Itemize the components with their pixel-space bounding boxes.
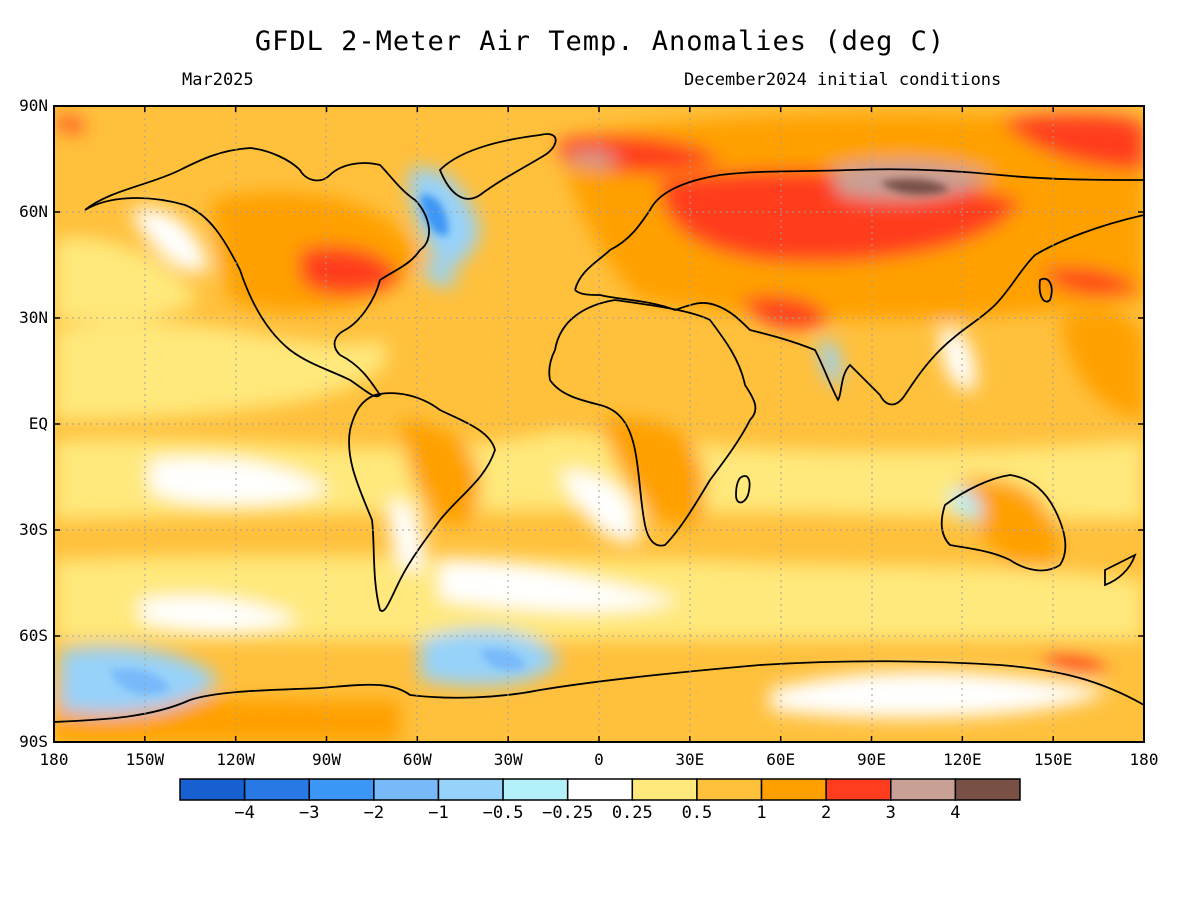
lon-label-11: 150E [1033,750,1073,769]
lat-label-90s: 90S [19,732,48,751]
colorbar-label-0: −4 [234,803,255,823]
coastlines [54,133,1144,723]
initial-conditions-label: December2024 initial conditions [684,70,1002,90]
lon-label-7: 30E [675,750,705,769]
colorbar-swatch-5 [502,778,569,801]
anomaly-field [54,106,1144,742]
colorbar-swatch-12 [954,778,1021,801]
lon-label-5: 30W [493,750,523,769]
lon-label-2: 120W [216,750,255,769]
colorbar-swatch-11 [890,778,957,801]
lon-label-10: 120E [943,750,982,769]
colorbar-label-2: −2 [363,803,385,823]
colorbar-swatch-10 [825,778,892,801]
colorbar-label-5: −0.25 [542,803,594,823]
colorbar-label-1: −3 [298,803,320,823]
colorbar-swatch-6 [566,778,634,801]
colorbar [179,778,1021,801]
lat-label-30n: 30N [19,308,48,327]
lat-label-60s: 60S [19,626,48,645]
lat-label-90n: 90N [19,96,48,115]
lon-label-0: 180 [39,750,69,769]
lon-label-3: 90W [312,750,341,769]
colorbar-swatch-9 [760,778,827,801]
colorbar-swatch-4 [437,778,504,801]
lon-label-12: 180 [1129,750,1159,769]
colorbar-label-11: 4 [950,803,961,823]
lon-label-4: 60W [402,750,432,769]
lon-label-6: 0 [594,750,604,769]
lat-label-eq: EQ [28,414,48,433]
lon-label-9: 90E [857,750,886,769]
colorbar-label-10: 3 [885,803,896,823]
colorbar-swatch-0 [179,778,246,801]
colorbar-label-7: 0.5 [681,803,713,823]
lat-label-60n: 60N [19,202,48,221]
colorbar-label-8: 1 [756,803,767,823]
lon-label-1: 150W [125,750,165,769]
valid-month-label: Mar2025 [182,70,254,90]
grid-lines [54,106,1144,742]
lat-label-30s: 30S [19,520,48,539]
lon-label-8: 60E [766,750,796,769]
colorbar-label-3: −1 [428,803,449,823]
colorbar-swatch-7 [631,778,698,801]
axis-ticks [53,105,1145,743]
colorbar-swatch-3 [373,778,440,801]
colorbar-swatch-1 [243,778,310,801]
colorbar-swatch-8 [696,778,763,801]
colorbar-label-4: −0.5 [482,803,524,823]
colorbar-label-9: 2 [821,803,832,823]
map-title: GFDL 2-Meter Air Temp. Anomalies (deg C) [254,26,946,57]
colorbar-label-6: 0.25 [611,803,653,823]
colorbar-swatch-2 [308,778,375,801]
